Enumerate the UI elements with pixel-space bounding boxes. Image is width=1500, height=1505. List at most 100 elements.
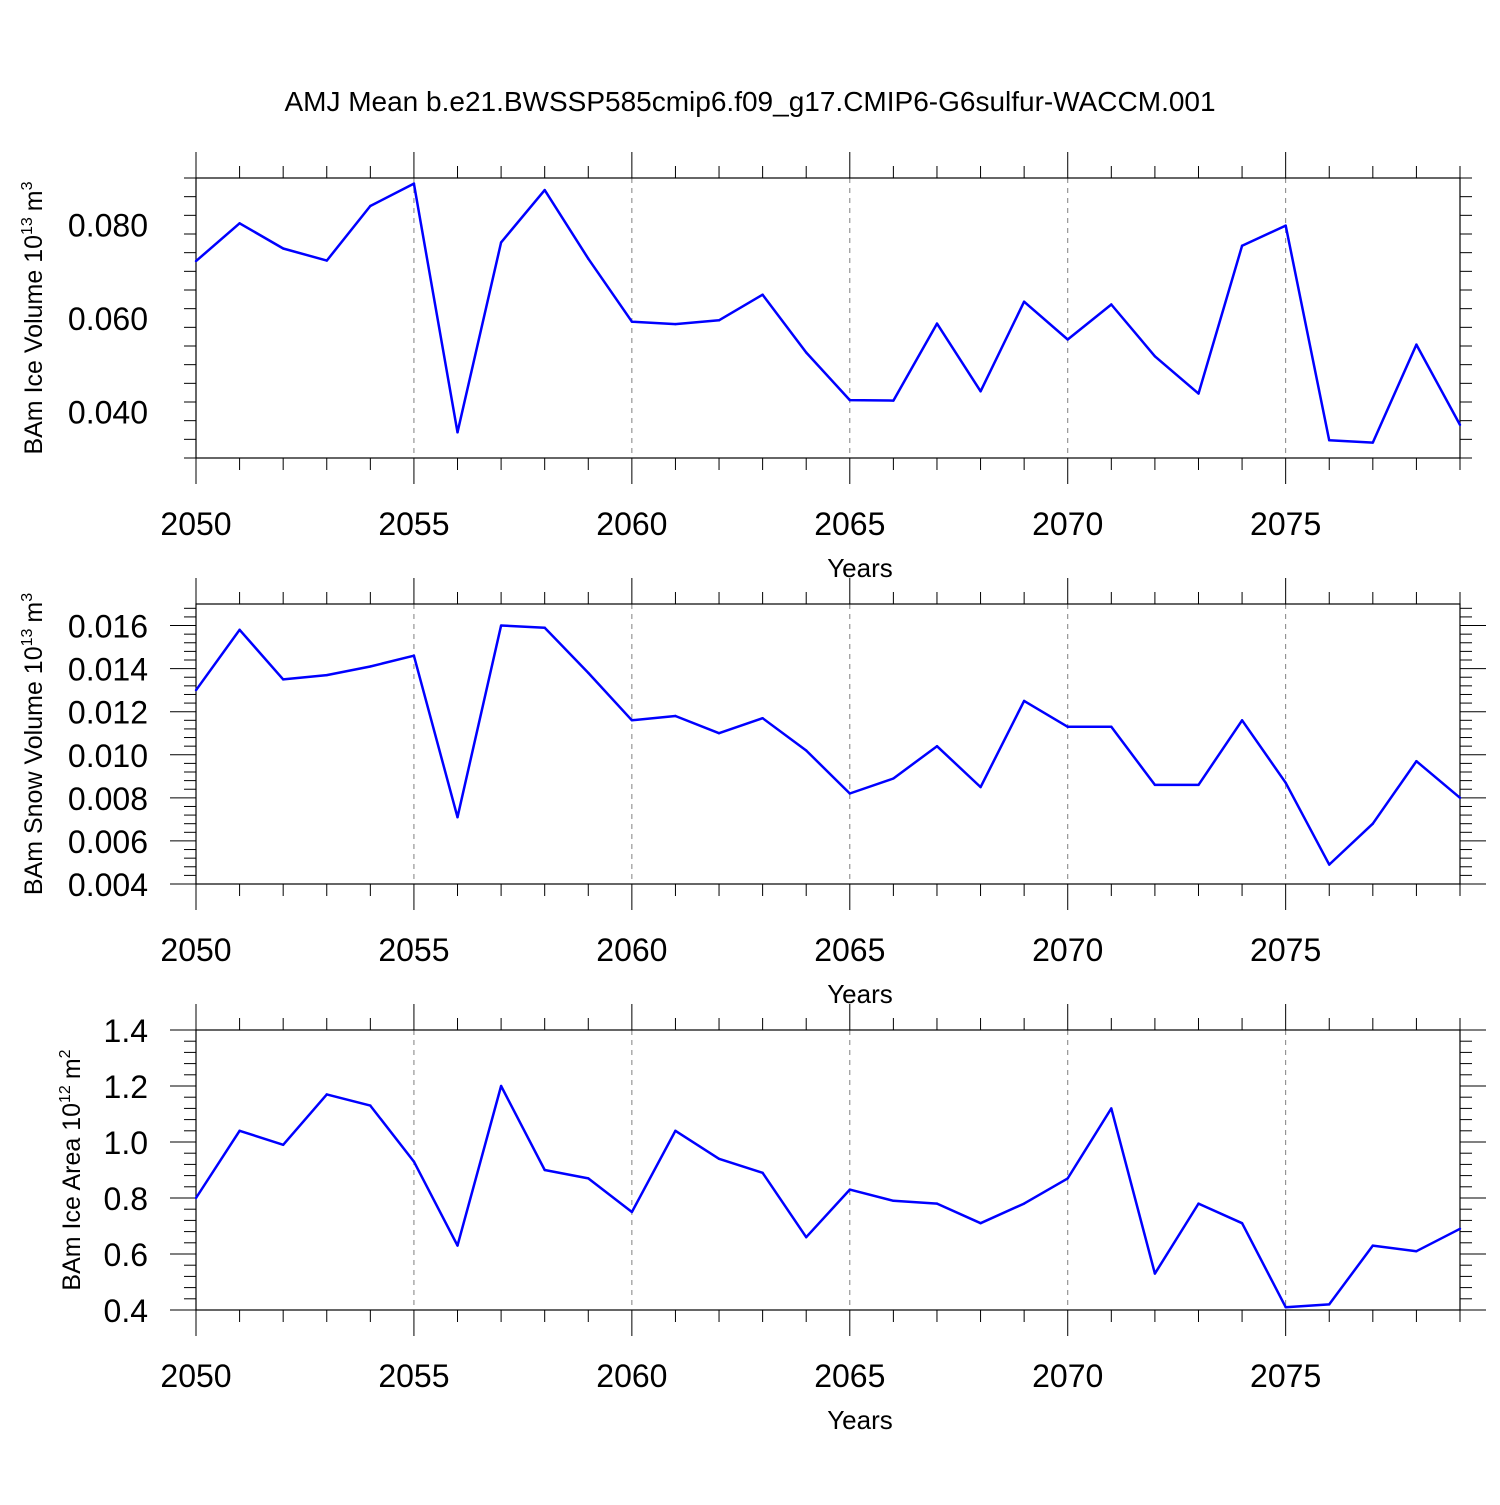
x-tick-label: 2075 — [1250, 932, 1321, 968]
data-point — [499, 1084, 503, 1088]
data-point — [456, 1244, 459, 1247]
data-point — [1415, 343, 1418, 346]
data-point — [630, 1210, 634, 1214]
data-point — [892, 399, 895, 402]
x-tick-label: 2055 — [378, 932, 449, 968]
data-point — [543, 1168, 546, 1172]
x-tick-label: 2050 — [160, 1358, 231, 1394]
data-point — [194, 259, 198, 263]
x-tick-label: 2075 — [1250, 506, 1321, 542]
data-point — [1197, 1202, 1200, 1205]
y-axis-label-main: BAm Ice Volume 10 — [20, 235, 48, 455]
series-line — [195, 182, 1462, 444]
data-point — [717, 732, 721, 735]
data-point — [1022, 300, 1026, 303]
data-point — [630, 719, 634, 722]
data-point — [456, 816, 459, 819]
data-point — [1110, 303, 1113, 306]
x-tick-label: 2065 — [814, 1358, 885, 1394]
y-axis-label-unit: m — [20, 190, 48, 211]
data-point — [674, 714, 677, 718]
x-axis-label: Years — [827, 1405, 893, 1435]
y-axis-label-unit-exponent: 2 — [57, 1049, 74, 1058]
data-point — [848, 792, 851, 795]
x-tick-label: 2055 — [378, 1358, 449, 1394]
y-tick-label: 0.8 — [104, 1181, 148, 1217]
data-point — [1371, 1244, 1375, 1247]
y-tick-label: 0.060 — [68, 301, 148, 337]
y-axis-label: BAm Ice Volume 1013 m3 — [19, 181, 48, 454]
data-point — [805, 749, 808, 752]
y-tick-label: 0.4 — [104, 1293, 148, 1329]
y-axis-label-exponent: 13 — [19, 628, 36, 646]
data-point — [325, 1093, 328, 1096]
data-point — [194, 688, 198, 692]
x-tick-label: 2065 — [814, 932, 885, 968]
data-point — [761, 716, 764, 720]
data-point — [717, 319, 721, 322]
data-point — [281, 678, 285, 681]
data-point — [238, 222, 241, 225]
data-point — [1066, 338, 1069, 341]
x-tick-label: 2070 — [1032, 506, 1103, 542]
y-tick-label: 0.012 — [68, 695, 148, 731]
data-point — [935, 744, 939, 748]
data-point — [369, 204, 372, 208]
data-point — [1153, 1272, 1157, 1275]
chart-panel-2: 0.004 0.006 0.008 0.010 0.012 0.014 0.016 2050 2… — [19, 578, 1486, 1009]
data-point — [238, 628, 241, 632]
data-point — [717, 1157, 721, 1161]
data-point — [935, 1202, 939, 1205]
data-point — [1415, 760, 1418, 763]
x-tick-label: 2075 — [1250, 1358, 1321, 1394]
data-point — [935, 322, 939, 325]
data-point — [1458, 423, 1462, 427]
data-point — [1284, 1306, 1287, 1309]
data-point — [848, 398, 851, 402]
data-point — [1153, 355, 1157, 358]
data-point — [1022, 1202, 1026, 1205]
x-tick-label: 2065 — [814, 506, 885, 542]
data-point — [587, 1177, 590, 1180]
y-tick-label: 0.014 — [68, 652, 148, 688]
y-tick-label: 0.040 — [68, 394, 148, 430]
data-point — [1066, 725, 1069, 728]
x-tick-label: 2060 — [596, 1358, 667, 1394]
data-point — [325, 673, 328, 677]
data-point — [1240, 1222, 1244, 1225]
data-point — [1284, 781, 1287, 784]
y-tick-label: 1.0 — [104, 1125, 148, 1161]
data-point — [456, 431, 459, 434]
data-point — [1328, 863, 1331, 866]
y-tick-label: 0.016 — [68, 609, 148, 645]
data-point — [674, 1129, 677, 1133]
data-point — [369, 1104, 372, 1107]
y-tick-label: 0.004 — [68, 867, 148, 903]
data-point — [674, 322, 677, 326]
data-point — [1415, 1250, 1418, 1253]
y-tick-label: 0.010 — [68, 738, 148, 774]
data-point — [979, 1222, 982, 1225]
y-axis-label-unit: m — [58, 1058, 86, 1079]
data-point — [1371, 822, 1375, 825]
series-line — [194, 1084, 1461, 1309]
data-point — [1458, 1227, 1462, 1231]
x-tick-label: 2060 — [596, 506, 667, 542]
y-axis-label-main: BAm Snow Volume 10 — [20, 646, 48, 895]
x-tick-label: 2055 — [378, 506, 449, 542]
x-tick-label: 2050 — [160, 506, 231, 542]
figure-title: AMJ Mean b.e21.BWSSP585cmip6.f09_g17.CMI… — [284, 86, 1216, 117]
data-point — [1371, 441, 1375, 444]
data-point — [892, 777, 895, 780]
data-point — [1284, 224, 1287, 227]
x-tick-label: 2070 — [1032, 932, 1103, 968]
y-axis-label-unit-exponent: 3 — [19, 593, 36, 602]
x-tick-label: 2070 — [1032, 1358, 1103, 1394]
data-point — [543, 188, 546, 192]
data-point — [1240, 244, 1244, 247]
data-point — [761, 293, 764, 296]
data-point — [194, 1196, 198, 1200]
series-line — [194, 624, 1461, 866]
x-tick-label: 2050 — [160, 932, 231, 968]
